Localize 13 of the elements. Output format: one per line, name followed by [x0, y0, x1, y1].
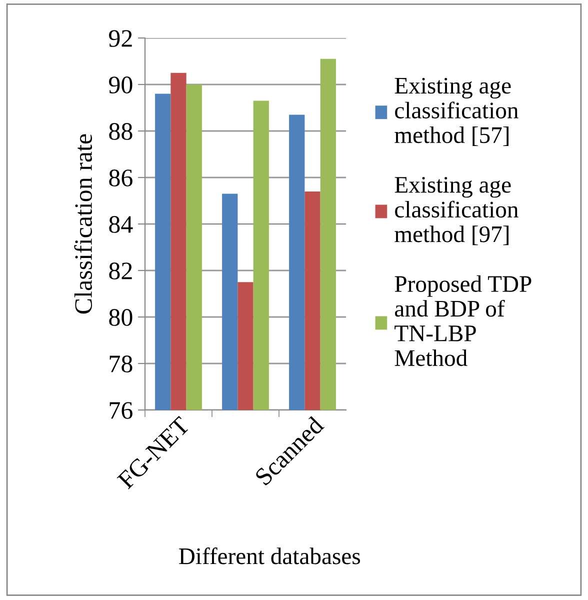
legend-label: Existing age classification method [97]	[394, 176, 518, 246]
y-tick-label: 80	[109, 309, 132, 326]
y-tick-label: 86	[109, 170, 132, 186]
y-tick-label: 82	[109, 262, 132, 280]
y-tick-label: 78	[110, 356, 132, 372]
y-tick-label: 88	[109, 123, 132, 140]
legend-label: Proposed TDP and BDP of TN-LBP Method	[394, 275, 532, 366]
y-tick-label: 84	[109, 216, 133, 233]
y-axis-title: Classification rate	[74, 134, 92, 314]
y-tick-label: 92	[109, 30, 132, 47]
y-tick-label: 90	[109, 76, 132, 94]
x-axis-title: Different databases	[179, 547, 360, 564]
legend-label: Existing age classification method [57]	[394, 78, 518, 146]
